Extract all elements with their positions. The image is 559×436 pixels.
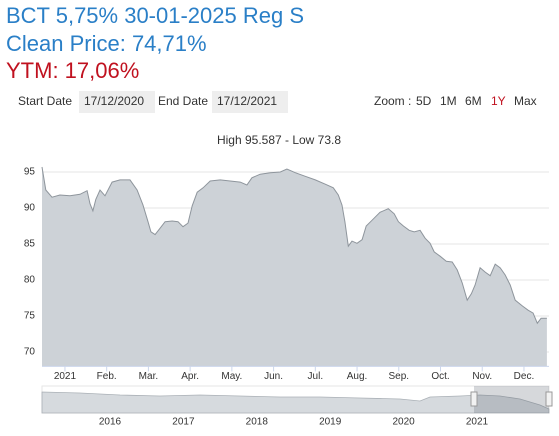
x-tick-label: Apr. <box>181 371 199 382</box>
navigator-label: 2017 <box>172 417 195 428</box>
bond-title: BCT 5,75% 30-01-2025 Reg S <box>6 3 304 28</box>
end-value[interactable]: 17/12/2021 <box>217 94 277 108</box>
x-tick-label: Jul. <box>308 371 324 382</box>
navigator-label: 2018 <box>246 417 269 428</box>
x-tick-label: Jun. <box>264 371 283 382</box>
zoom-option[interactable]: Max <box>514 94 537 108</box>
navigator-label: 2021 <box>466 417 489 428</box>
zoom-label: Zoom : <box>374 94 411 108</box>
area <box>42 167 547 367</box>
navigator-label: 2020 <box>392 417 415 428</box>
zoom-option[interactable]: 1Y <box>491 94 506 108</box>
zoom-option[interactable]: 6M <box>465 94 482 108</box>
navigator-series <box>41 391 550 414</box>
zoom-option[interactable]: 1M <box>440 94 457 108</box>
y-tick-label: 70 <box>24 347 36 358</box>
navigator-selection[interactable] <box>474 386 549 413</box>
end-label: End Date <box>158 94 208 108</box>
zoom-option[interactable]: 5D <box>416 94 432 108</box>
navigator-label: 2019 <box>319 417 342 428</box>
clean-price: Clean Price: 74,71% <box>6 31 207 56</box>
start-value[interactable]: 17/12/2020 <box>84 94 144 108</box>
y-tick-label: 95 <box>24 167 36 178</box>
chart-title: High 95.587 - Low 73.8 <box>217 133 341 147</box>
start-input[interactable] <box>79 91 155 113</box>
x-tick-label: Sep. <box>388 371 409 382</box>
navigator-label: 2016 <box>99 417 122 428</box>
x-tick-label: May. <box>221 371 242 382</box>
y-tick-label: 90 <box>24 203 36 214</box>
x-tick-label: Mar. <box>139 371 158 382</box>
navigator-handle[interactable] <box>470 391 478 407</box>
start-label: Start Date <box>18 94 72 108</box>
end-input[interactable] <box>212 91 288 113</box>
ytm: YTM: 17,06% <box>6 58 139 83</box>
line <box>41 166 547 325</box>
navigator-handle[interactable] <box>545 391 553 407</box>
x-tick-label: Feb. <box>97 371 117 382</box>
x-tick-label: Aug. <box>347 371 368 382</box>
y-tick-label: 80 <box>24 275 36 286</box>
x-tick-label: Dec. <box>514 371 535 382</box>
x-tick-label: 2021 <box>54 371 77 382</box>
x-tick-label: Nov. <box>472 371 492 382</box>
x-tick-label: Oct. <box>431 371 449 382</box>
y-tick-label: 75 <box>24 311 36 322</box>
y-tick-label: 85 <box>24 239 36 250</box>
